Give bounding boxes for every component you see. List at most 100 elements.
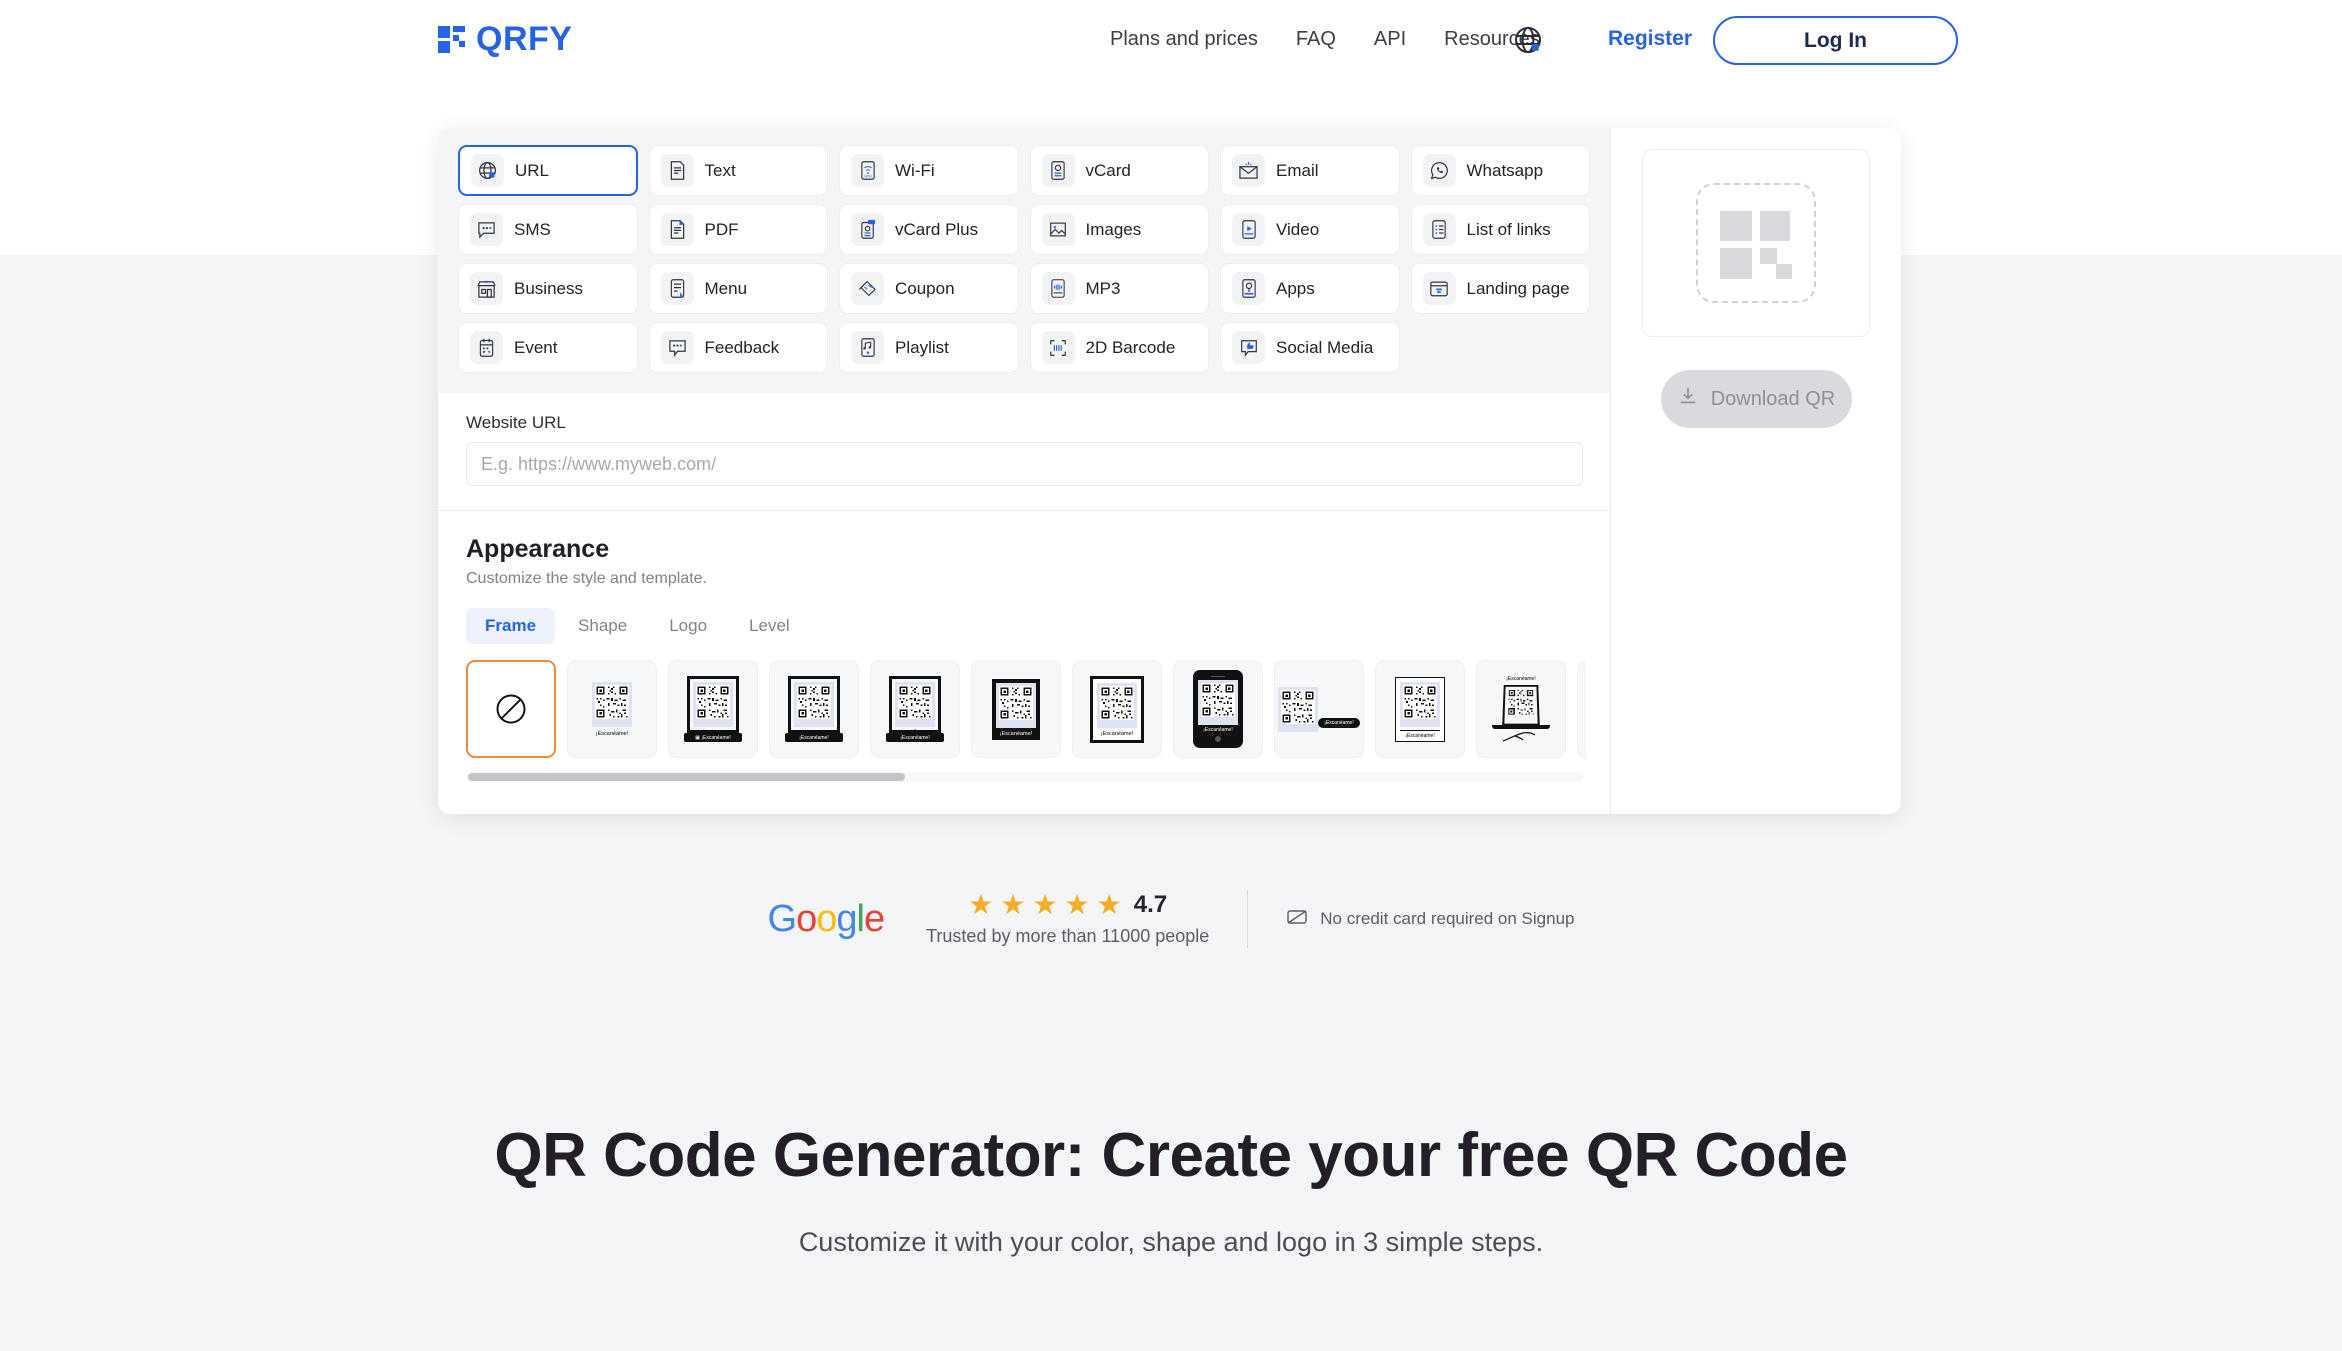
qr-type-images[interactable]: Images <box>1029 204 1209 255</box>
brand-logo-text: QRFY <box>476 20 573 58</box>
carousel-scrollbar[interactable] <box>466 772 1584 782</box>
brand-logo[interactable]: QRFY <box>438 20 572 59</box>
qr-type-social-media[interactable]: Social Media <box>1220 322 1400 373</box>
frame-option-none[interactable] <box>466 660 556 758</box>
google-letter: l <box>856 897 866 940</box>
appearance-subtitle: Customize the style and template. <box>466 570 708 587</box>
qr-type-label: Email <box>1276 160 1319 180</box>
appearance-title: Appearance <box>466 535 610 563</box>
qr-type-vcard-plus[interactable]: vCard Plus <box>839 204 1019 255</box>
nav-item-api[interactable]: API <box>1373 28 1407 50</box>
google-letter: e <box>863 897 885 940</box>
nav-item-faq[interactable]: FAQ <box>1295 28 1336 50</box>
frame-thumbnail-row[interactable]: ¡Escanéame! ▣ ¡Escanéame! <box>466 660 1586 762</box>
no-credit-card-note: No credit card required on Signup <box>1286 908 1574 931</box>
qr-type-playlist[interactable]: Playlist <box>839 322 1019 373</box>
qr-preview-box <box>1642 149 1870 337</box>
nav-item-plans[interactable]: Plans and prices <box>1110 28 1258 50</box>
qr-type-label: Apps <box>1276 278 1315 298</box>
qr-type-label: SMS <box>514 219 551 239</box>
qr-type-apps[interactable]: Apps <box>1220 263 1400 314</box>
qr-type-feedback[interactable]: Feedback <box>648 322 828 373</box>
playlist-icon <box>851 331 884 364</box>
qr-type-coupon[interactable]: Coupon <box>839 263 1019 314</box>
qr-type-label: vCard <box>1085 160 1131 180</box>
google-logo: Google <box>768 897 886 941</box>
qr-type-email[interactable]: Email <box>1220 145 1400 196</box>
frame-option-border-dark-bar[interactable]: ¡Escanéame! <box>769 660 859 758</box>
carousel-scrollbar-thumb[interactable] <box>468 773 905 781</box>
mp3-icon <box>1041 272 1075 305</box>
tab-shape[interactable]: Shape <box>559 608 646 644</box>
list-of-links-icon <box>1422 213 1456 246</box>
generator-left-pane: URL Text WIFI Wi-Fi <box>438 128 1610 814</box>
qr-type-video[interactable]: Video <box>1220 204 1400 255</box>
qr-generator-card: URL Text WIFI Wi-Fi <box>438 128 1901 814</box>
main-nav: Plans and prices FAQ API Resources <box>1110 28 1540 51</box>
star-icon: ★ <box>1032 889 1058 920</box>
appearance-tabs: Frame Shape Logo Level <box>466 608 1582 644</box>
frame-option-clipboard[interactable]: ¡Escanéame! <box>1577 660 1586 758</box>
site-header: QRFY Plans and prices FAQ API Resources … <box>0 0 2342 82</box>
wifi-icon: WIFI <box>851 154 884 187</box>
feedback-icon <box>660 331 694 364</box>
frame-option-border-dark-bar-icon[interactable]: ▣ ¡Escanéame! <box>668 660 758 758</box>
download-icon <box>1677 385 1699 413</box>
qr-type-list-of-links[interactable]: List of links <box>1410 204 1590 255</box>
download-qr-button[interactable]: Download QR <box>1660 370 1852 428</box>
qr-type-label: List of links <box>1466 219 1551 239</box>
qr-type-menu[interactable]: Menu <box>648 263 828 314</box>
qr-type-label: Event <box>514 337 558 357</box>
star-rating: ★ ★ ★ ★ ★ 4.7 <box>926 891 1209 919</box>
qr-type-grid: URL Text WIFI Wi-Fi <box>438 128 1610 393</box>
frame-option-border-dark-bar-arrow[interactable]: ¡Escanéame! <box>870 660 960 758</box>
frame-option-pill-dark-caption[interactable]: ¡Escanéame! <box>1274 660 1364 758</box>
star-icon: ★ <box>1064 889 1090 920</box>
qr-type-business[interactable]: Business <box>458 263 638 314</box>
frame-option-solid-dark-panel[interactable]: ¡Escanéame! <box>971 660 1061 758</box>
frame-option-phone-mockup[interactable]: ¡Escanéame! <box>1173 660 1263 758</box>
landing-page-icon <box>1422 272 1456 305</box>
qr-logo-mark-icon <box>438 26 465 53</box>
qr-type-label: 2D Barcode <box>1085 337 1176 357</box>
qr-type-label: Business <box>514 278 583 298</box>
qr-type-label: Playlist <box>895 337 949 357</box>
qr-type-pdf[interactable]: PDF <box>648 204 828 255</box>
globe-icon[interactable] <box>1512 24 1544 56</box>
star-icon: ★ <box>968 889 994 920</box>
frame-option-plain-caption-below[interactable]: ¡Escanéame! <box>567 660 657 758</box>
tab-logo[interactable]: Logo <box>650 608 726 644</box>
qr-type-vcard[interactable]: vCard <box>1029 145 1209 196</box>
qr-type-whatsapp[interactable]: Whatsapp <box>1410 145 1590 196</box>
tab-level[interactable]: Level <box>730 608 809 644</box>
globe-icon <box>471 154 504 187</box>
apps-icon <box>1232 272 1265 305</box>
qr-type-label: PDF <box>704 219 739 239</box>
google-letter: g <box>836 897 857 940</box>
pdf-icon <box>660 213 694 246</box>
menu-icon <box>660 272 694 305</box>
whatsapp-icon <box>1422 154 1456 187</box>
qr-type-landing-page[interactable]: Landing page <box>1410 263 1590 314</box>
qr-preview-pane: Download QR <box>1610 128 1901 814</box>
frame-option-outline-light-panel[interactable]: ¡Escanéame! <box>1072 660 1162 758</box>
qr-type-sms[interactable]: SMS <box>458 204 638 255</box>
tab-frame[interactable]: Frame <box>466 608 556 644</box>
frame-option-thin-frame-caption[interactable]: ¡Escanéame! <box>1375 660 1465 758</box>
search-input[interactable] <box>466 442 1583 486</box>
qr-type-text[interactable]: Text <box>648 145 828 196</box>
qr-type-mp3[interactable]: MP3 <box>1029 263 1209 314</box>
sms-icon <box>470 213 503 246</box>
qr-type-2d-barcode[interactable]: 2D Barcode <box>1029 322 1209 373</box>
qr-type-label: Coupon <box>895 278 955 298</box>
svg-text:WIFI: WIFI <box>864 175 871 179</box>
frame-option-laptop-hand[interactable]: ¡Escanéame! <box>1476 660 1566 758</box>
register-link[interactable]: Register <box>1608 27 1693 50</box>
login-button[interactable]: Log In <box>1713 16 1958 65</box>
qr-type-url[interactable]: URL <box>458 145 638 196</box>
no-credit-card-text: No credit card required on Signup <box>1320 909 1575 928</box>
qr-type-event[interactable]: Event <box>458 322 638 373</box>
google-letter: o <box>816 897 837 940</box>
qr-type-wifi[interactable]: WIFI Wi-Fi <box>839 145 1019 196</box>
page-title: QR Code Generator: Create your free QR C… <box>494 1121 1848 1190</box>
